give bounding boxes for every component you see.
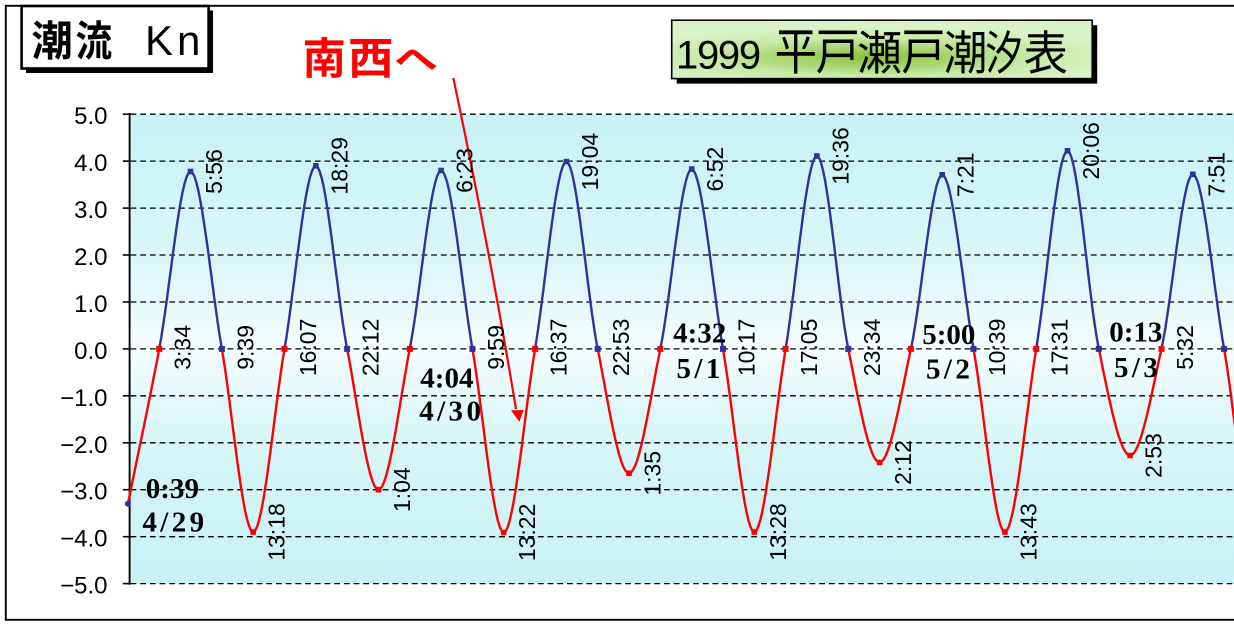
svg-text:3.0: 3.0 [74,197,107,224]
svg-text:−5.0: −5.0 [60,573,107,600]
svg-text:13:43: 13:43 [1015,503,1041,561]
svg-text:18:29: 18:29 [326,137,352,195]
svg-text:3:34: 3:34 [170,325,196,370]
svg-text:4/29: 4/29 [142,507,207,539]
svg-text:17:05: 17:05 [796,319,822,377]
svg-text:13:28: 13:28 [765,503,791,561]
svg-text:17:31: 17:31 [1047,319,1073,377]
svg-text:19:36: 19:36 [827,127,853,185]
svg-text:7:21: 7:21 [953,152,979,197]
svg-text:5/1: 5/1 [677,353,724,385]
svg-text:4/30: 4/30 [419,395,484,427]
svg-text:20:06: 20:06 [1078,122,1104,180]
svg-text:1:35: 1:35 [640,451,666,496]
svg-text:4:32: 4:32 [673,317,726,349]
svg-text:Kn: Kn [145,17,204,64]
svg-text:19:04: 19:04 [577,133,603,191]
svg-text:5:00: 5:00 [922,319,975,351]
svg-text:2.0: 2.0 [74,244,107,271]
svg-text:5:32: 5:32 [1172,325,1198,370]
svg-text:5.0: 5.0 [74,103,107,130]
svg-text:1999: 1999 [676,33,760,77]
svg-text:2:12: 2:12 [890,440,916,485]
svg-text:16:07: 16:07 [295,319,321,377]
svg-text:1.0: 1.0 [74,291,107,318]
svg-text:5/2: 5/2 [926,353,973,385]
svg-text:13:18: 13:18 [264,503,290,561]
svg-text:−4.0: −4.0 [60,526,107,553]
svg-text:−2.0: −2.0 [60,432,107,459]
svg-text:10:17: 10:17 [734,319,760,377]
svg-text:22:53: 22:53 [608,319,634,377]
svg-text:6:52: 6:52 [702,147,728,192]
svg-text:−1.0: −1.0 [60,385,107,412]
svg-text:9:59: 9:59 [483,325,509,370]
svg-text:5:56: 5:56 [201,149,227,194]
svg-text:5/3: 5/3 [1114,352,1161,384]
svg-text:13:22: 13:22 [514,504,540,562]
svg-text:6:23: 6:23 [452,148,478,193]
svg-text:0:39: 0:39 [146,473,199,505]
svg-text:7:51: 7:51 [1203,152,1229,197]
svg-text:−3.0: −3.0 [60,479,107,506]
svg-text:0.0: 0.0 [74,338,107,365]
svg-text:16:37: 16:37 [546,319,572,377]
svg-text:9:39: 9:39 [232,325,258,370]
svg-text:1:04: 1:04 [389,467,415,512]
svg-text:4:04: 4:04 [420,363,473,395]
svg-text:23:34: 23:34 [859,318,885,376]
svg-text:4.0: 4.0 [74,150,107,177]
svg-text:0:13: 0:13 [1109,316,1162,348]
svg-text:22:12: 22:12 [358,319,384,377]
svg-text:2:53: 2:53 [1141,433,1167,478]
svg-text:10:39: 10:39 [984,319,1010,377]
